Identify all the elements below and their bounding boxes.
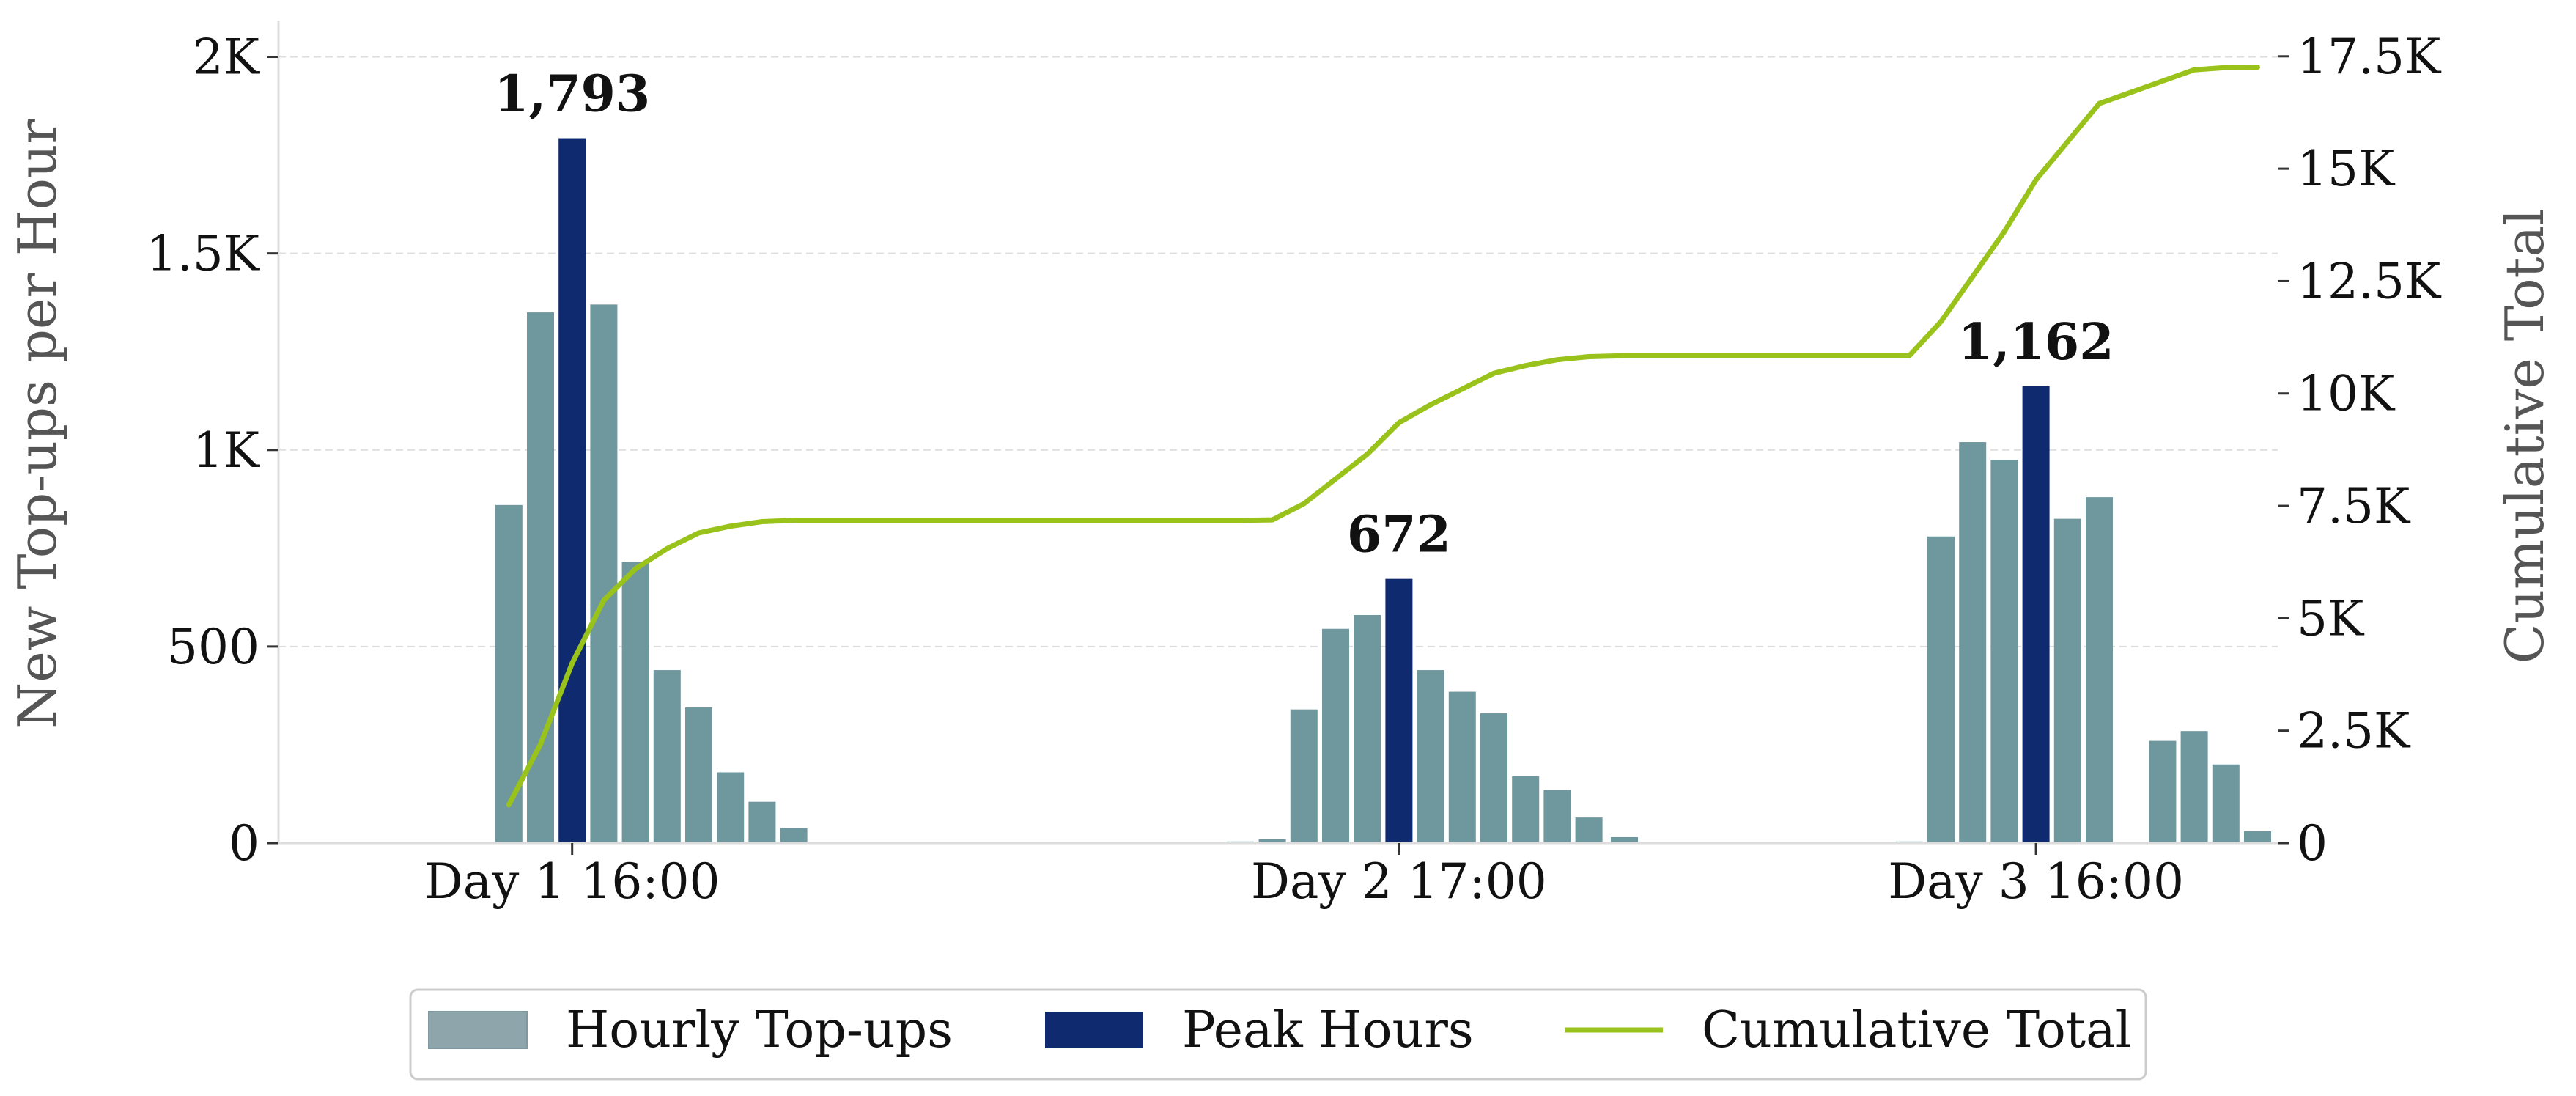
left-tick-label: 2K <box>193 29 261 86</box>
bar-hourly <box>1959 442 1987 843</box>
bar-hourly <box>717 772 745 843</box>
legend-swatch-hourly <box>428 1011 528 1049</box>
bar-hourly <box>1354 614 1381 843</box>
legend-swatch-peak <box>1045 1012 1143 1048</box>
bar-hourly <box>653 670 681 843</box>
bar-hourly <box>1990 460 2018 843</box>
bar-hourly <box>1258 839 1286 843</box>
left-tick-label: 0 <box>229 815 259 872</box>
bar-hourly <box>2244 831 2271 843</box>
legend-label-cumulative: Cumulative Total <box>1702 1001 2131 1059</box>
right-tick-label: 15K <box>2297 141 2396 197</box>
bar-hourly <box>1322 628 1349 843</box>
bar-hourly <box>1543 790 1571 843</box>
bar-hourly <box>1290 709 1318 843</box>
right-tick-label: 5K <box>2297 590 2365 647</box>
bar-hourly <box>1417 670 1444 843</box>
peak-value-label: 1,162 <box>1958 313 2114 372</box>
right-tick-label: 2.5K <box>2297 703 2411 760</box>
right-tick-label: 10K <box>2297 366 2396 422</box>
bar-hourly <box>1448 691 1476 843</box>
x-tick-label: Day 3 16:00 <box>1888 853 2184 910</box>
peak-labels: 1,793 672 1,162 <box>494 65 2114 564</box>
bars <box>495 138 2271 844</box>
bar-hourly <box>2212 764 2240 843</box>
cumulative-total-line <box>506 65 2260 808</box>
bar-hourly <box>2149 740 2177 843</box>
right-tick-label: 0 <box>2297 815 2328 872</box>
axes: 0 500 1K 1.5K 2K 0 2.5K 5K 7.5K 10K 12.5K 15K 17.5K D… <box>147 21 2442 910</box>
bar-hourly <box>2086 497 2113 843</box>
bar-peak <box>1385 578 1413 843</box>
x-tick-label: Day 2 17:00 <box>1251 853 1547 910</box>
right-tick-label: 17.5K <box>2297 29 2442 85</box>
bar-hourly <box>748 801 776 843</box>
bar-hourly <box>495 504 523 843</box>
x-tick-label: Day 1 16:00 <box>424 853 720 910</box>
bar-hourly <box>590 304 618 843</box>
cumulative-line-layer <box>506 65 2260 808</box>
bar-hourly <box>527 312 554 844</box>
legend-label-peak: Peak Hours <box>1182 1001 1474 1059</box>
legend: Hourly Top-ups Peak Hours Cumulative Tot… <box>409 988 2147 1081</box>
bar-hourly <box>621 562 649 843</box>
left-axis-title: New Top-ups per Hour <box>7 119 68 729</box>
legend-label-hourly: Hourly Top-ups <box>566 1001 953 1059</box>
legend-frame <box>409 988 2147 1081</box>
bar-hourly <box>1611 836 1638 843</box>
bar-peak <box>558 138 586 843</box>
peak-value-label: 672 <box>1347 506 1451 564</box>
right-axis-title: Cumulative Total <box>2494 209 2555 664</box>
bar-hourly <box>2053 518 2081 843</box>
bar-hourly <box>685 707 712 843</box>
right-tick-label: 12.5K <box>2297 253 2442 309</box>
bar-hourly <box>1575 817 1603 843</box>
right-tick-label: 7.5K <box>2297 478 2411 534</box>
left-tick-label: 1K <box>193 422 261 479</box>
bar-hourly <box>780 828 808 843</box>
left-tick-label: 1.5K <box>147 226 261 282</box>
peak-value-label: 1,793 <box>494 65 650 124</box>
bar-hourly <box>1927 536 1955 843</box>
bar-hourly <box>2180 731 2208 843</box>
left-tick-label: 500 <box>167 619 259 675</box>
bar-peak <box>2022 386 2050 843</box>
bar-hourly <box>1512 776 1540 843</box>
bar-hourly <box>1480 713 1507 843</box>
